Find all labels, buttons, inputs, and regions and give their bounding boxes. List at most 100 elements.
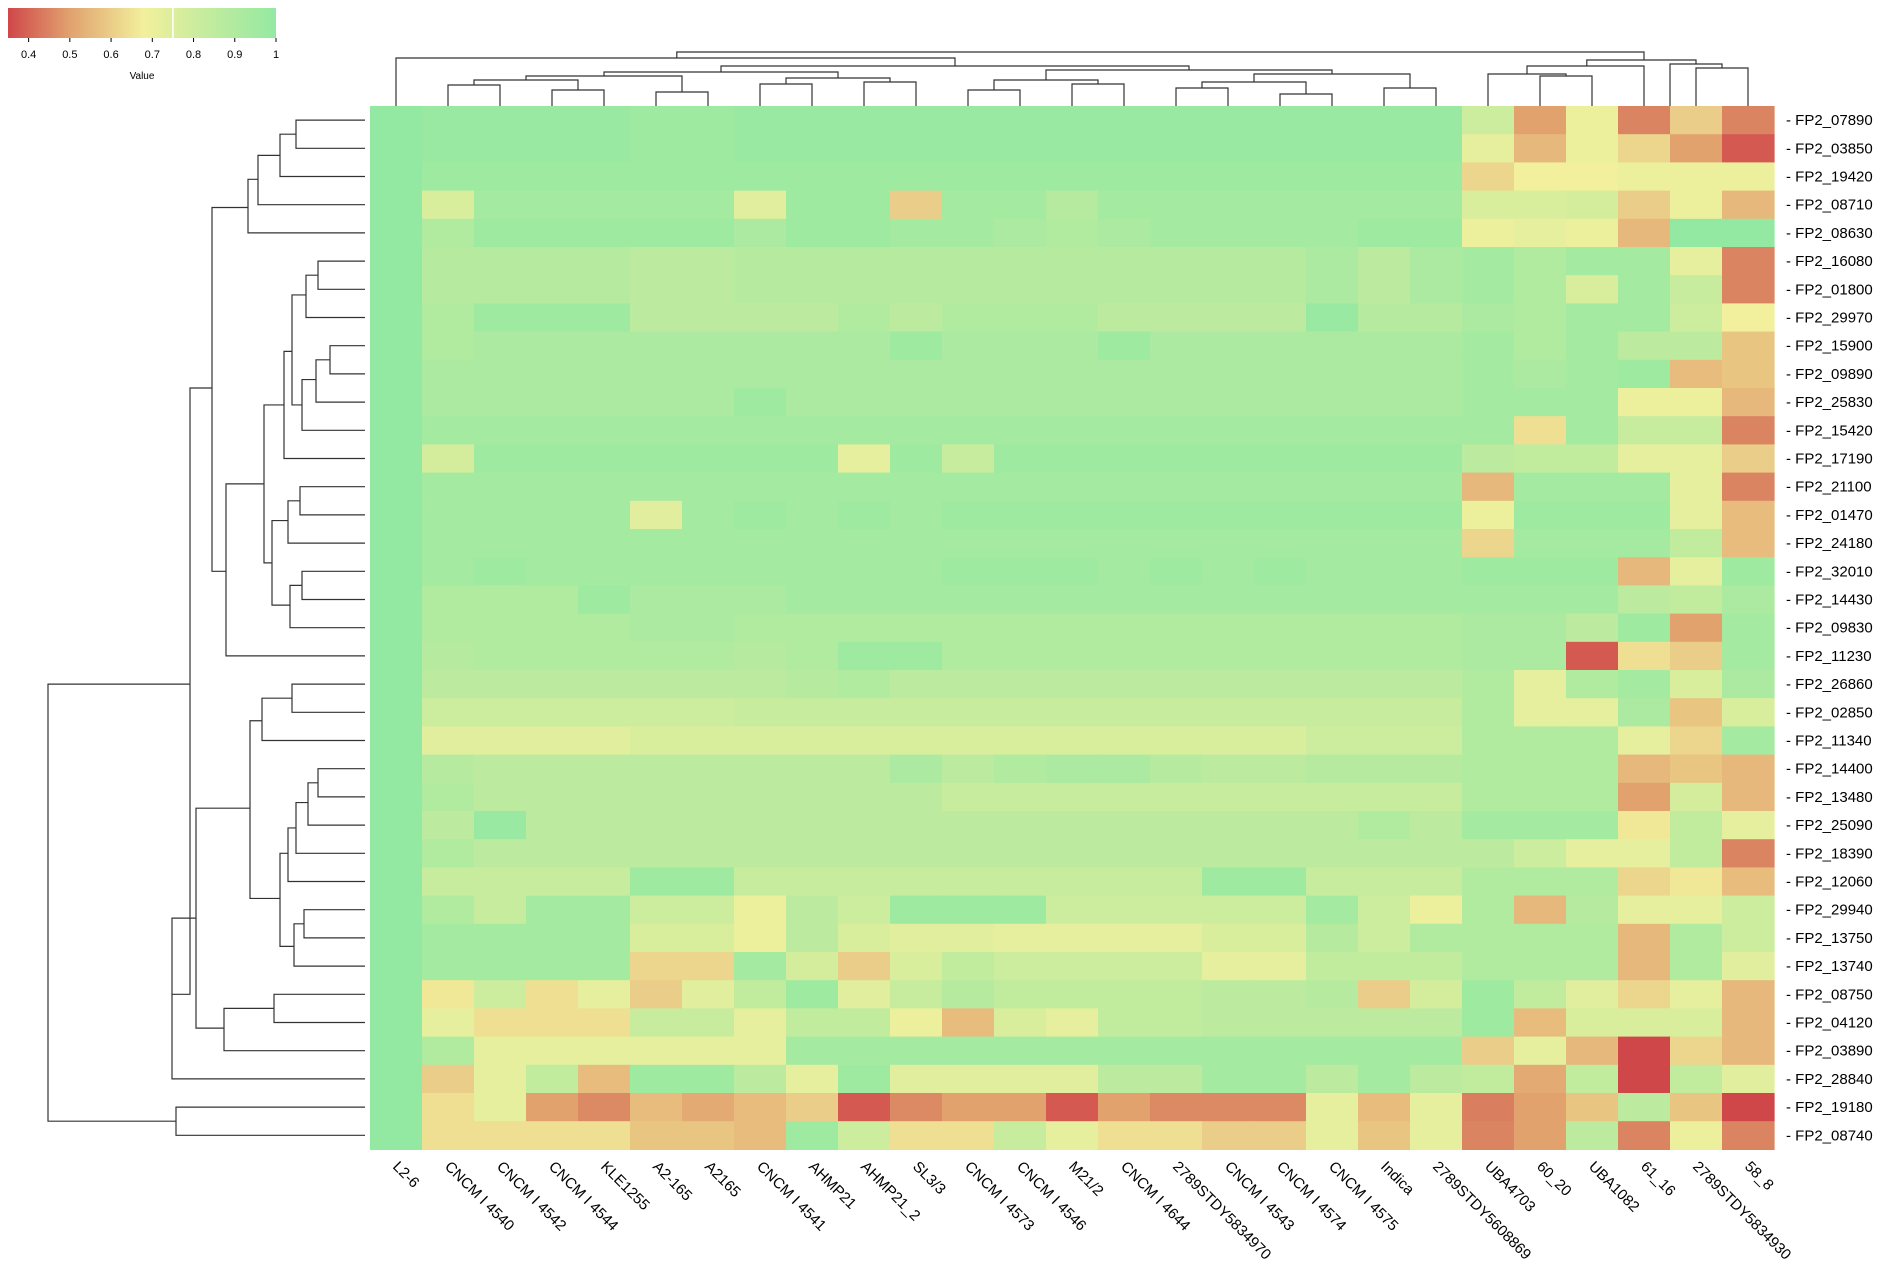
row-label: - FP2_02850 xyxy=(1786,704,1873,721)
heatmap-cell xyxy=(994,641,1047,671)
heatmap-cell xyxy=(734,416,787,445)
heatmap-cell xyxy=(1306,331,1359,361)
heatmap-cell xyxy=(838,134,891,163)
heatmap-cell xyxy=(1046,162,1099,192)
heatmap-cell xyxy=(1202,641,1255,671)
heatmap-cell xyxy=(1566,613,1619,643)
heatmap-cell xyxy=(682,754,735,784)
heatmap-cell xyxy=(786,557,839,586)
heatmap-cell xyxy=(1358,895,1411,925)
heatmap-cell xyxy=(734,1064,787,1094)
heatmap-cell xyxy=(1722,162,1775,192)
heatmap-cell xyxy=(1306,416,1359,445)
heatmap-cell xyxy=(1202,106,1255,135)
heatmap-cell xyxy=(1722,895,1775,925)
heatmap-cell xyxy=(786,952,839,981)
heatmap-cell xyxy=(890,585,943,615)
row-label: - FP2_17190 xyxy=(1786,451,1873,468)
heatmap-cell xyxy=(1306,923,1359,953)
heatmap-cell xyxy=(578,275,631,304)
heatmap-cell xyxy=(1254,839,1307,868)
heatmap-cell xyxy=(1566,500,1619,530)
heatmap-cell xyxy=(526,218,579,248)
heatmap-cell xyxy=(1462,444,1515,474)
heatmap-cell xyxy=(474,388,527,417)
heatmap-cell xyxy=(1306,472,1359,502)
heatmap-cell xyxy=(1670,1008,1723,1038)
heatmap-cell xyxy=(786,134,839,163)
heatmap-cell xyxy=(1358,1093,1411,1122)
heatmap-cell xyxy=(890,1121,943,1150)
heatmap-cell xyxy=(786,754,839,784)
heatmap-cell xyxy=(734,275,787,304)
heatmap-cell xyxy=(1566,782,1619,812)
column-label: 60_20 xyxy=(1533,1158,1575,1200)
heatmap-cell xyxy=(1150,641,1203,671)
heatmap-cell xyxy=(1254,529,1307,558)
heatmap-cell xyxy=(1254,303,1307,333)
heatmap-cell xyxy=(1566,557,1619,586)
column-label: AHMP21 xyxy=(805,1158,859,1212)
heatmap-cell xyxy=(1514,218,1567,248)
heatmap-cell xyxy=(786,641,839,671)
dendrogram-branch xyxy=(289,584,365,629)
dendrogram-branch xyxy=(273,993,365,1024)
heatmap-cell xyxy=(994,303,1047,333)
heatmap-cell xyxy=(1254,247,1307,276)
heatmap-cell xyxy=(1306,106,1359,135)
heatmap-cell xyxy=(370,952,423,981)
heatmap-cell xyxy=(1566,359,1619,389)
heatmap-cell xyxy=(474,754,527,784)
heatmap-cell xyxy=(1618,106,1671,135)
heatmap-cell xyxy=(1098,585,1151,615)
heatmap-cell xyxy=(1358,388,1411,417)
heatmap-cell xyxy=(1046,895,1099,925)
heatmap-cell xyxy=(1098,895,1151,925)
heatmap-cell xyxy=(1098,1121,1151,1150)
heatmap-cell xyxy=(890,247,943,276)
heatmap-cell xyxy=(942,641,995,671)
heatmap-cell xyxy=(1306,698,1359,727)
heatmap-cell xyxy=(734,303,787,333)
heatmap-cell xyxy=(1618,726,1671,756)
heatmap-cell xyxy=(734,782,787,812)
heatmap-cell xyxy=(1722,1036,1775,1066)
heatmap-cell xyxy=(1202,162,1255,192)
heatmap-cell xyxy=(474,698,527,727)
heatmap-cell xyxy=(1618,218,1671,248)
heatmap-cell xyxy=(370,529,423,558)
heatmap-cell xyxy=(1358,641,1411,671)
heatmap-cell xyxy=(422,839,475,868)
heatmap-cell xyxy=(1046,416,1099,445)
heatmap-cell xyxy=(1566,980,1619,1009)
heatmap-cell xyxy=(1670,1093,1723,1122)
heatmap-cell xyxy=(1410,641,1463,671)
heatmap-cell xyxy=(526,303,579,333)
heatmap-cell xyxy=(1098,388,1151,417)
heatmap-cell xyxy=(630,218,683,248)
heatmap-cell xyxy=(786,867,839,897)
heatmap-cell xyxy=(942,585,995,615)
heatmap-cell xyxy=(474,726,527,756)
heatmap-cell xyxy=(1202,218,1255,248)
heatmap-cell xyxy=(942,1121,995,1150)
heatmap-cell xyxy=(942,388,995,417)
dendrogram-branch xyxy=(676,51,1645,60)
heatmap-cell xyxy=(734,585,787,615)
heatmap-cell xyxy=(734,698,787,727)
heatmap-cell xyxy=(682,162,735,192)
heatmap-cell xyxy=(838,190,891,220)
heatmap-cell xyxy=(1254,162,1307,192)
heatmap-cell xyxy=(1410,867,1463,897)
heatmap-cell xyxy=(1358,1008,1411,1038)
heatmap-cell xyxy=(1514,585,1567,615)
heatmap-cell xyxy=(890,303,943,333)
heatmap-cell xyxy=(1150,698,1203,727)
heatmap-cell xyxy=(1618,1008,1671,1038)
heatmap-cell xyxy=(838,980,891,1009)
heatmap-cell xyxy=(1358,754,1411,784)
heatmap-cell xyxy=(578,359,631,389)
heatmap-cell xyxy=(890,754,943,784)
heatmap-cell xyxy=(1098,500,1151,530)
heatmap-cell xyxy=(786,388,839,417)
